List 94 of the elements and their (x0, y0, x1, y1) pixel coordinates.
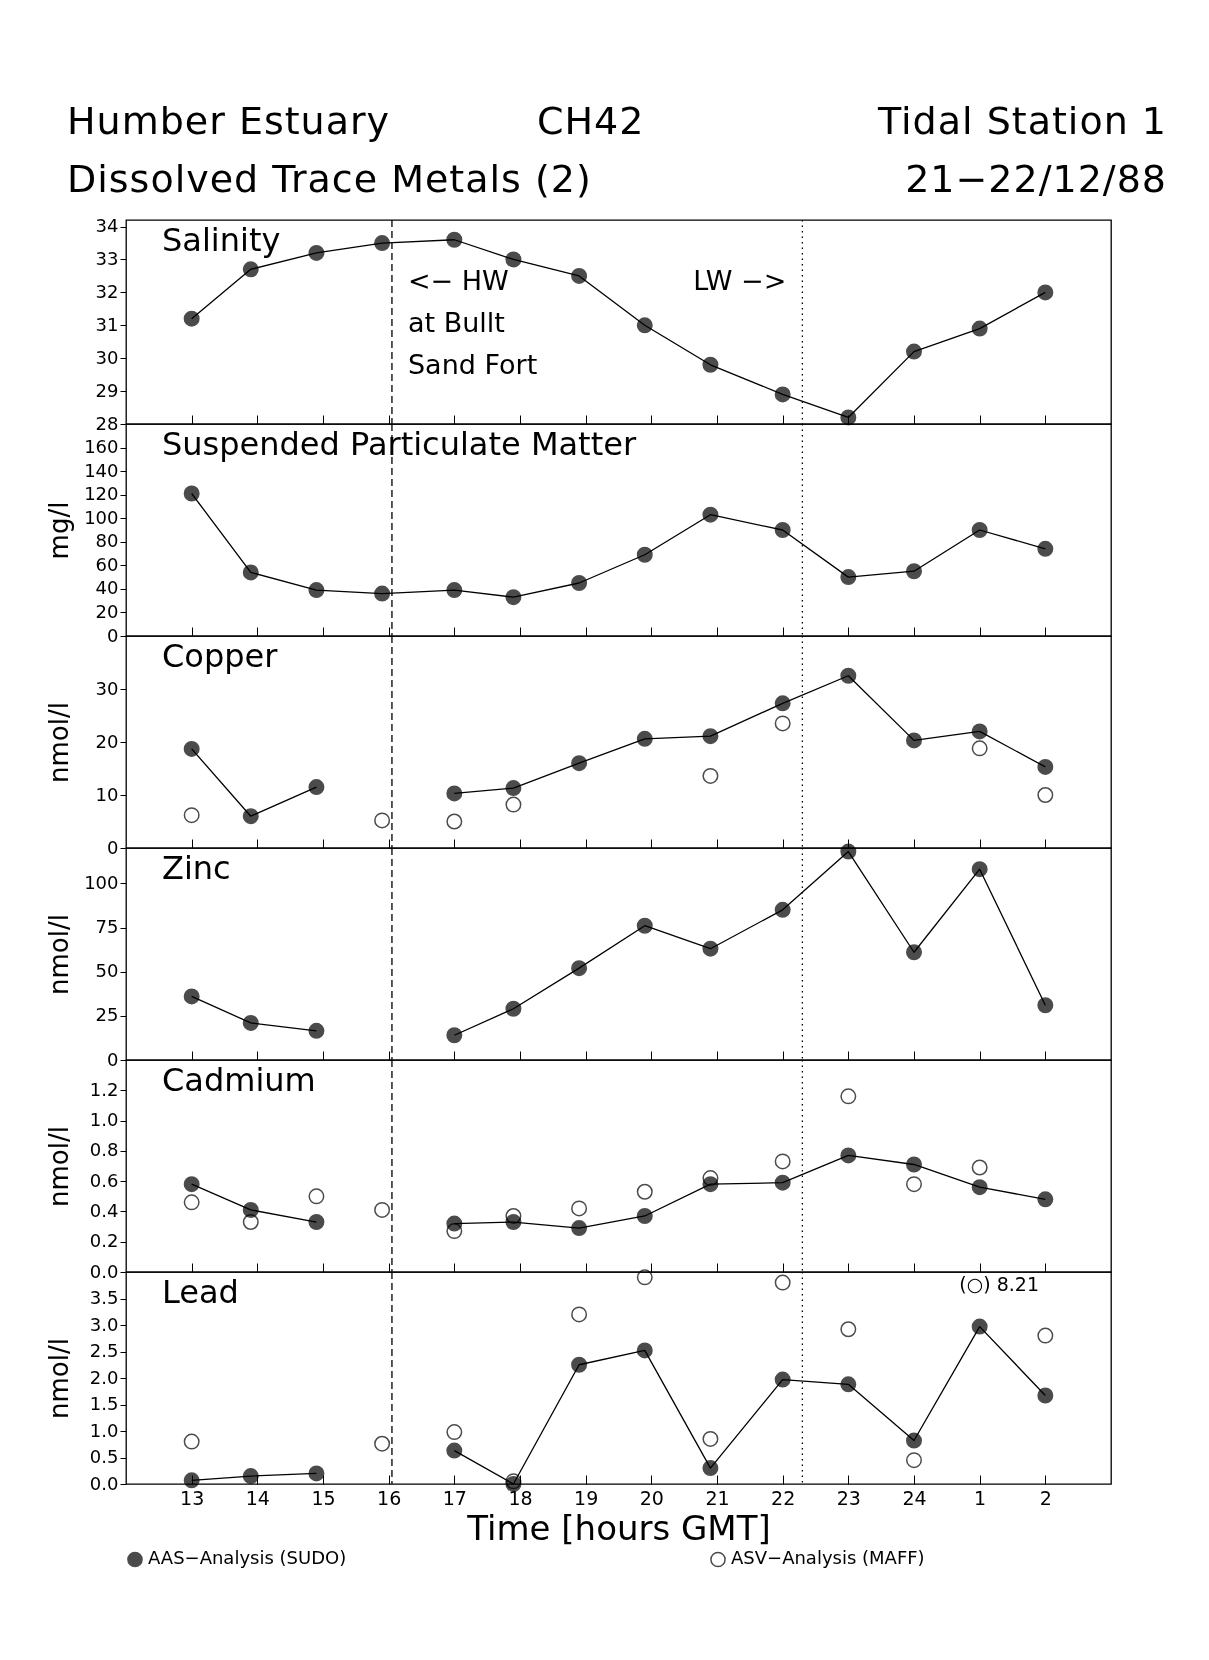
point (774, 522, 791, 538)
y-tick-label: 100 (84, 506, 119, 528)
chart-title: Lead (162, 1273, 239, 1311)
y-axis-title: nmol/l (43, 914, 74, 995)
x-tick-label: 13 (180, 1486, 205, 1509)
point (1037, 284, 1054, 301)
y-tick-label: 34 (95, 215, 119, 237)
x-tick-label: 2 (1039, 1486, 1052, 1509)
x-tick-label: 17 (442, 1486, 467, 1509)
x-tick-label: 24 (902, 1486, 927, 1509)
chart-title: Salinity (162, 221, 281, 259)
y-tick-label: 10 (95, 783, 119, 805)
y-tick-label: 3.5 (89, 1287, 119, 1308)
y-tick-label: 20 (95, 730, 119, 752)
x-tick-label: 1 (974, 1486, 987, 1509)
y-tick-label: 29 (95, 379, 119, 401)
chart-title: Zinc (162, 849, 231, 887)
point (505, 589, 522, 606)
y-tick-label: 0 (107, 836, 119, 858)
y-tick-label: 0.6 (89, 1169, 119, 1191)
text: Dissolved Trace Metals (2) (67, 156, 592, 203)
y-tick-label: 25 (95, 1004, 119, 1026)
y-tick-label: 0.5 (89, 1446, 119, 1467)
y-tick-label: 1.0 (89, 1109, 119, 1131)
x-tick-label: 23 (836, 1486, 861, 1509)
x-tick-label: 14 (245, 1486, 270, 1509)
point (374, 585, 391, 602)
x-tick-label: 16 (377, 1486, 402, 1509)
x-tick-label: 20 (639, 1486, 664, 1509)
y-axis-title: nmol/l (43, 1126, 74, 1207)
y-tick-label: 0.0 (89, 1472, 119, 1494)
y-tick-label: 80 (95, 530, 119, 552)
point (308, 582, 325, 599)
point (242, 564, 259, 581)
point (774, 386, 791, 403)
point (308, 244, 325, 261)
y-tick-label: 40 (95, 577, 119, 599)
legend-label: ASV−Analysis (MAFF) (731, 1547, 925, 1569)
y-tick-label: 60 (95, 553, 119, 575)
point (242, 261, 259, 278)
x-tick-label: 21 (705, 1486, 730, 1509)
annotation: (○) 8.21 (959, 1273, 1039, 1295)
point (840, 569, 857, 586)
y-tick-label: 3.0 (89, 1313, 119, 1335)
y-tick-label: 140 (84, 459, 119, 481)
ref-line-label: LW −> (693, 265, 787, 296)
y-axis-title: nmol/l (43, 1338, 74, 1419)
point (840, 409, 857, 426)
y-tick-label: 30 (95, 346, 119, 368)
point (906, 343, 922, 360)
y-tick-label: 2.5 (89, 1340, 119, 1361)
point (505, 251, 522, 268)
chart-title: Suspended Particulate Matter (162, 425, 637, 463)
x-tick-label: 22 (771, 1486, 796, 1509)
text: Tidal Station 1 (878, 98, 1167, 145)
point (906, 563, 922, 580)
text: CH42 (537, 98, 645, 145)
y-tick-label: 0 (107, 1048, 119, 1070)
y-tick-label: 160 (84, 436, 119, 458)
x-tick-label: 18 (508, 1486, 533, 1509)
chart-title: Cadmium (162, 1061, 316, 1099)
y-tick-label: 1.0 (89, 1419, 119, 1441)
y-tick-label: 50 (95, 960, 119, 982)
y-tick-label: 0.4 (89, 1199, 119, 1221)
chart-title: Copper (162, 637, 279, 675)
point (1037, 540, 1054, 557)
y-axis-title: mg/l (43, 501, 74, 560)
point (374, 235, 391, 252)
y-tick-label: 120 (84, 483, 119, 505)
text: 21−22/12/88 (905, 156, 1167, 203)
text: Humber Estuary (67, 98, 391, 145)
y-axis-title: nmol/l (43, 702, 74, 783)
y-tick-label: 100 (84, 871, 119, 893)
y-tick-label: 31 (95, 313, 119, 335)
y-tick-label: 0.0 (89, 1260, 119, 1282)
y-tick-label: 1.2 (89, 1078, 119, 1100)
ref-line-label: <− HW at Bullt Sand Fort (407, 265, 538, 380)
y-tick-label: 0.2 (89, 1230, 119, 1252)
y-tick-label: 33 (95, 247, 119, 269)
y-tick-label: 75 (95, 916, 119, 937)
y-tick-label: 30 (95, 677, 119, 699)
legend-label: AAS−Analysis (SUDO) (148, 1547, 347, 1569)
y-tick-label: 20 (95, 600, 119, 622)
point (971, 320, 988, 337)
x-tick-label: 15 (311, 1486, 336, 1509)
y-tick-label: 0.8 (89, 1139, 119, 1161)
y-tick-label: 32 (95, 280, 119, 302)
y-tick-label: 28 (95, 412, 119, 434)
y-tick-label: 0 (107, 624, 119, 646)
x-axis-title: Time [hours GMT] (466, 1507, 771, 1548)
y-tick-label: 1.5 (89, 1393, 119, 1414)
y-tick-label: 2.0 (89, 1366, 119, 1388)
point (971, 522, 988, 538)
x-tick-label: 19 (574, 1486, 599, 1509)
